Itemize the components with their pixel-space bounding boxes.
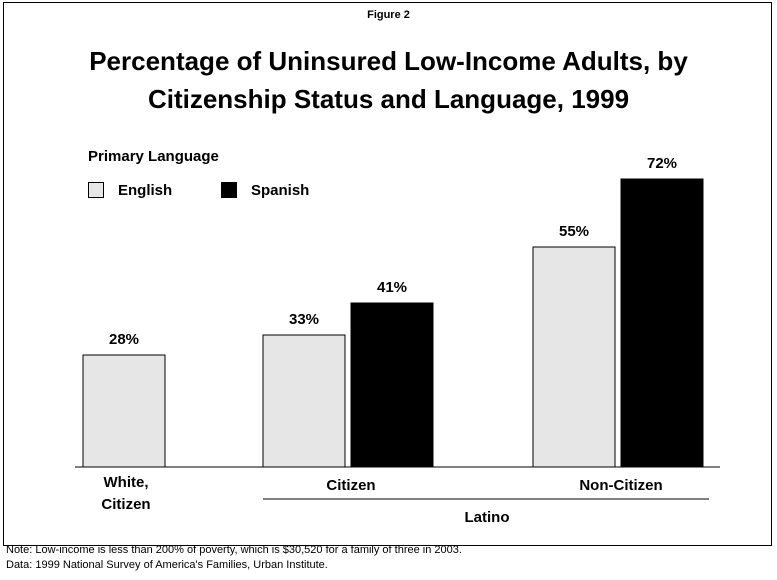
category-label-citizen: Citizen xyxy=(326,477,375,494)
category-label-white-citizen-line-2: Citizen xyxy=(101,496,150,513)
legend-item-spanish: Spanish xyxy=(221,180,309,200)
bar-english-2 xyxy=(532,246,616,468)
data-label-spanish-1: 41% xyxy=(377,279,407,296)
legend-label-spanish: Spanish xyxy=(251,181,310,199)
data-label-english-1: 33% xyxy=(289,311,319,328)
bar-english-0 xyxy=(82,354,166,468)
data-label-english-0: 28% xyxy=(109,331,139,348)
legend-item-english: English xyxy=(88,180,172,200)
legend-label-english: English xyxy=(118,181,173,199)
data-label-english-2: 55% xyxy=(559,223,589,240)
data-source-text: Data: 1999 National Survey of America's … xyxy=(6,559,328,571)
chart-title: Percentage of Uninsured Low-Income Adult… xyxy=(0,42,777,118)
legend-swatch-english xyxy=(88,182,104,198)
chart-title-line-1: Percentage of Uninsured Low-Income Adult… xyxy=(89,46,688,76)
legend-swatch-spanish xyxy=(221,182,237,198)
legend-title: Primary Language xyxy=(88,148,219,165)
bar-english-1 xyxy=(262,334,346,468)
note-text: Note: Low-income is less than 200% of po… xyxy=(6,544,462,556)
group-label-latino: Latino xyxy=(465,509,510,526)
bar-spanish-1 xyxy=(350,302,434,468)
category-label-white-citizen-line-1: White, xyxy=(104,474,149,491)
figure-label: Figure 2 xyxy=(367,9,410,21)
bar-spanish-2 xyxy=(620,178,704,468)
chart-title-line-2: Citizenship Status and Language, 1999 xyxy=(147,84,630,114)
category-label-non-citizen: Non-Citizen xyxy=(579,477,662,494)
data-label-spanish-2: 72% xyxy=(647,155,677,172)
